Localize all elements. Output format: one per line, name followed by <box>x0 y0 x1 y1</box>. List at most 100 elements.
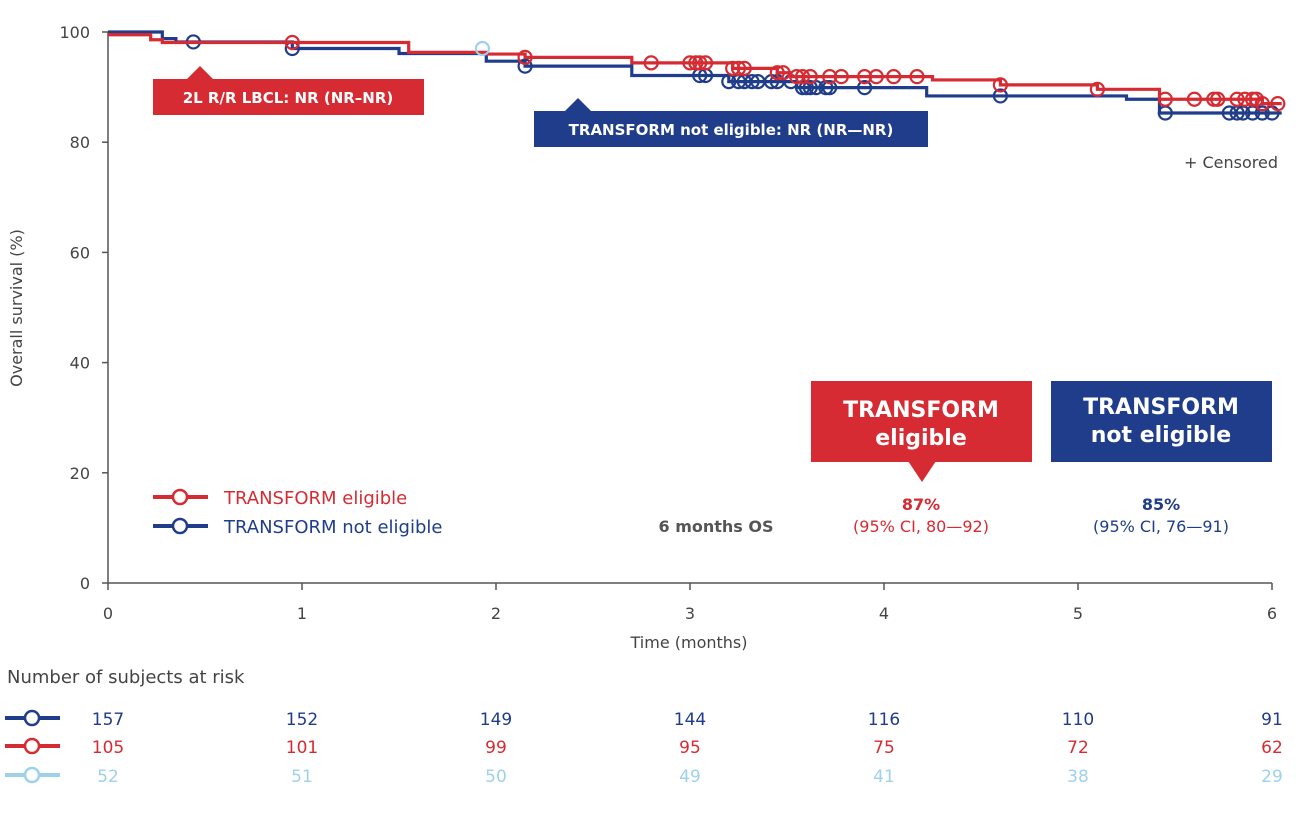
risk-value: 51 <box>291 767 313 787</box>
censor-marker-eligible <box>692 55 708 71</box>
risk-value: 29 <box>1261 767 1283 787</box>
x-ticks: 0 1 2 3 4 5 6 <box>103 583 1277 623</box>
censor-marker-eligible <box>833 69 849 85</box>
censor-marker-not_eligible <box>517 58 533 74</box>
censor-marker-eligible <box>682 55 698 71</box>
risk-value: 144 <box>674 710 706 730</box>
annotation-eligible-text: 2L R/R LBCL: NR (NR–NR) <box>183 89 394 107</box>
censor-marker-eligible <box>1210 91 1226 107</box>
annotation-not-eligible-pointer <box>564 98 592 112</box>
censor-marker-eligible <box>856 69 873 85</box>
annotation-eligible-pointer <box>186 66 214 80</box>
censor-marker-eligible <box>730 60 747 76</box>
censor-marker-eligible <box>1254 96 1270 112</box>
risk-row-key-marker <box>23 709 41 727</box>
os-eligible-title-1: TRANSFORM <box>843 398 999 423</box>
os-label: 6 months OS <box>658 517 773 536</box>
risk-row-not_eligible: 157 152 149 144 116 110 91 <box>5 709 1283 730</box>
x-axis-title: Time (months) <box>630 633 748 652</box>
risk-table-rows: 157 152 149 144 116 110 91 105 101 99 95 75 72 62 52 51… <box>5 709 1283 787</box>
censor-marker-eligible <box>992 77 1009 93</box>
censor-marker-not_eligible <box>721 73 737 90</box>
legend-eligible-label: TRANSFORM eligible <box>223 488 407 509</box>
censor-marker-eligible <box>1186 91 1203 107</box>
legend: TRANSFORM eligible TRANSFORM not eligibl… <box>153 488 442 538</box>
os-eligible-ci: (95% CI, 80—92) <box>853 517 989 536</box>
risk-value: 157 <box>92 710 124 730</box>
legend-item-not-eligible: TRANSFORM not eligible <box>153 517 442 538</box>
censor-marker-not_eligible <box>856 80 873 96</box>
os-not-eligible-ci: (95% CI, 76—91) <box>1093 517 1229 536</box>
os-eligible-box <box>811 381 1032 462</box>
censor-marker-eligible <box>517 49 533 65</box>
os-eligible-pointer <box>908 461 936 482</box>
risk-value: 38 <box>1067 767 1089 787</box>
annotation-not-eligible: TRANSFORM not eligible: NR (NR—NR) <box>534 98 928 147</box>
censor-marker-eligible <box>775 65 791 81</box>
risk-row-eligible: 105 101 99 95 75 72 62 <box>5 737 1283 758</box>
risk-table: Number of subjects at risk 157 152 149 144 1… <box>5 667 1283 787</box>
y-tick-label: 100 <box>59 23 90 42</box>
risk-value: 62 <box>1261 738 1283 758</box>
os-eligible-title-2: eligible <box>875 426 967 451</box>
censored-note: + Censored <box>1184 153 1278 172</box>
risk-value: 105 <box>92 738 124 758</box>
risk-value: 95 <box>679 738 701 758</box>
legend-eligible-marker <box>171 488 189 506</box>
y-tick-label: 20 <box>70 464 90 483</box>
legend-not-eligible-marker <box>171 517 189 535</box>
risk-value: 149 <box>480 710 512 730</box>
risk-table-title: Number of subjects at risk <box>7 667 245 688</box>
annotation-eligible-box <box>153 79 424 115</box>
risk-value: 110 <box>1062 710 1094 730</box>
y-tick-label: 0 <box>80 574 90 593</box>
censor-marker-eligible <box>886 69 902 85</box>
annotation-eligible: 2L R/R LBCL: NR (NR–NR) <box>153 66 424 115</box>
x-tick-label: 4 <box>879 604 889 623</box>
os-eligible-group: TRANSFORM eligible 87% (95% CI, 80—92) <box>811 381 1032 536</box>
censor-marker-eligible <box>1089 81 1106 97</box>
risk-value: 116 <box>868 710 900 730</box>
censor-marker-not_eligible <box>1254 105 1270 121</box>
risk-value: 91 <box>1261 710 1283 730</box>
x-tick-label: 0 <box>103 604 113 623</box>
y-tick-label: 80 <box>70 133 90 152</box>
censor-marker-eligible <box>697 55 714 71</box>
censor-marker-not_eligible <box>822 80 838 96</box>
risk-row-key-marker <box>23 766 41 784</box>
x-tick-label: 1 <box>297 604 307 623</box>
risk-value: 41 <box>873 767 895 787</box>
risk-value: 75 <box>873 738 895 758</box>
censor-marker-eligible <box>868 69 884 85</box>
series-eligible <box>108 33 1286 112</box>
risk-row-key-marker <box>23 737 41 755</box>
legend-not-eligible-label: TRANSFORM not eligible <box>223 517 442 538</box>
censor-marker-not_eligible <box>802 80 818 96</box>
annotation-not-eligible-box <box>534 111 928 147</box>
risk-value: 152 <box>286 710 318 730</box>
censor-marker-eligible <box>822 69 838 85</box>
x-tick-label: 3 <box>685 604 695 623</box>
censor-marker-eligible <box>736 60 752 76</box>
censor-marker-eligible <box>1270 96 1286 112</box>
censor-marker-total <box>474 40 491 57</box>
risk-value: 99 <box>485 738 507 758</box>
risk-value: 101 <box>286 738 318 758</box>
risk-value: 52 <box>97 767 119 787</box>
censor-marker-eligible <box>802 69 818 85</box>
os-not-eligible-title-2: not eligible <box>1091 423 1231 448</box>
censor-marker-eligible <box>284 34 300 51</box>
censor-marker-eligible <box>1157 91 1173 107</box>
censor-marker-not_eligible <box>744 73 760 90</box>
os-not-eligible-title-1: TRANSFORM <box>1083 395 1239 420</box>
legend-item-eligible: TRANSFORM eligible <box>153 488 407 509</box>
censor-marker-not_eligible <box>992 88 1009 104</box>
risk-value: 72 <box>1067 738 1089 758</box>
os-not-eligible-pct: 85% <box>1142 495 1180 514</box>
censor-marker-eligible <box>909 69 925 85</box>
os-not-eligible-box <box>1051 381 1272 462</box>
y-axis-title: Overall survival (%) <box>7 229 26 387</box>
os-not-eligible-group: TRANSFORM not eligible 85% (95% CI, 76—9… <box>1051 381 1272 536</box>
risk-value: 49 <box>679 767 701 787</box>
